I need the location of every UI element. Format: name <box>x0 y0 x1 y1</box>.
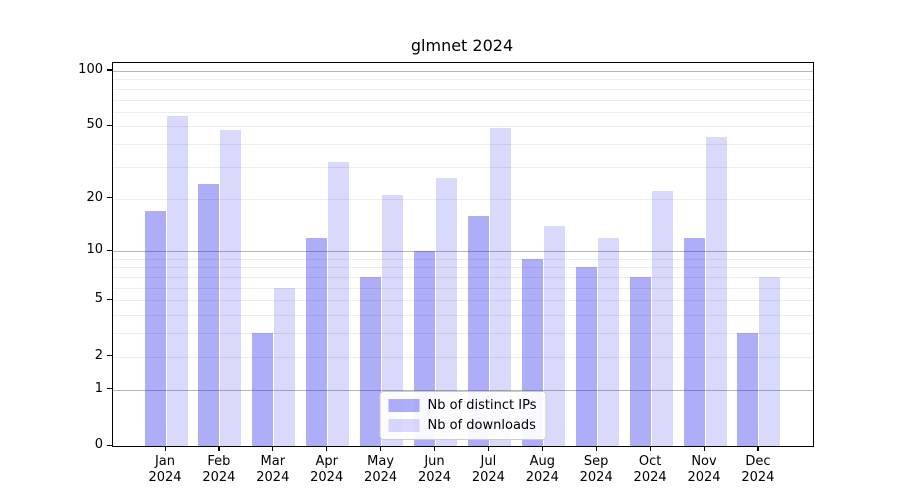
plot-area: Nb of distinct IPs Nb of downloads <box>112 62 814 447</box>
y-tick-label: 5 <box>94 291 103 307</box>
minor-gridline <box>113 287 813 289</box>
minor-gridline <box>113 111 813 113</box>
x-tick-label: Oct 2024 <box>633 454 667 485</box>
minor-gridline <box>113 144 813 146</box>
downloads-bar <box>759 276 781 446</box>
y-tick-label: 10 <box>86 242 103 258</box>
chart-title: glmnet 2024 <box>410 36 514 55</box>
x-tick-label: Feb 2024 <box>202 454 236 485</box>
downloads-bar <box>436 178 457 446</box>
x-tick-mark <box>757 446 759 451</box>
minor-gridline <box>113 258 813 260</box>
y-tick-mark <box>107 124 112 127</box>
minor-gridline <box>113 356 813 358</box>
ips-bar <box>144 211 166 446</box>
x-tick-label: Dec 2024 <box>741 454 775 485</box>
x-tick-mark <box>326 446 328 451</box>
minor-gridline <box>113 333 813 335</box>
x-tick-mark <box>434 446 436 451</box>
x-tick-mark <box>595 446 597 451</box>
x-tick-label: Jun 2024 <box>417 454 452 485</box>
legend-label-distinct-ips: Nb of distinct IPs <box>427 398 537 413</box>
y-tick-mark <box>107 298 112 301</box>
minor-gridline <box>113 126 813 128</box>
minor-gridline <box>113 79 813 81</box>
y-tick-mark <box>107 388 112 390</box>
x-tick-label: Apr 2024 <box>310 454 344 485</box>
ips-bar <box>306 237 328 446</box>
x-tick-label: Nov 2024 <box>687 454 721 485</box>
ips-bar <box>252 333 274 446</box>
major-gridline <box>113 389 813 391</box>
ips-bar <box>467 215 489 446</box>
ips-bar <box>198 184 220 446</box>
downloads-bar <box>166 115 188 446</box>
x-tick-mark <box>218 446 220 451</box>
minor-gridline <box>113 267 813 269</box>
y-tick-label: 1 <box>94 380 103 396</box>
downloads-bar <box>597 237 619 446</box>
x-tick-label: Jan 2024 <box>148 454 182 485</box>
downloads-bar <box>328 161 350 446</box>
minor-gridline <box>113 276 813 278</box>
y-tick-label: 100 <box>78 61 103 77</box>
y-tick-mark <box>107 197 112 199</box>
legend-item-distinct-ips: Nb of distinct IPs <box>388 398 537 413</box>
downloads-bar <box>382 194 404 446</box>
major-gridline <box>113 70 813 72</box>
downloads-bar <box>705 136 727 446</box>
legend-label-downloads: Nb of downloads <box>427 418 536 433</box>
y-tick-label: 0 <box>94 437 103 452</box>
y-tick-label: 50 <box>86 117 103 133</box>
downloads-bar <box>543 225 565 446</box>
x-tick-label: Jul 2024 <box>471 454 505 485</box>
legend: Nb of distinct IPs Nb of downloads <box>379 391 547 440</box>
x-tick-label: Aug 2024 <box>525 454 559 485</box>
major-gridline <box>113 251 813 253</box>
y-tick-mark <box>107 249 112 251</box>
x-tick-mark <box>272 446 274 451</box>
x-tick-mark <box>541 446 543 451</box>
ips-bar <box>360 276 382 446</box>
minor-gridline <box>113 88 813 90</box>
y-tick-mark <box>107 69 112 71</box>
legend-item-downloads: Nb of downloads <box>388 418 537 433</box>
x-tick-label: Mar 2024 <box>256 454 290 485</box>
x-tick-label: May 2024 <box>364 454 398 485</box>
x-tick-label: Sep 2024 <box>579 454 613 485</box>
minor-gridline <box>113 166 813 168</box>
ips-bar <box>683 237 705 446</box>
ips-bar <box>629 276 651 446</box>
minor-gridline <box>113 99 813 101</box>
minor-gridline <box>113 300 813 302</box>
y-tick-label: 20 <box>86 189 103 205</box>
legend-swatch-downloads <box>388 419 420 432</box>
x-tick-mark <box>487 446 490 451</box>
y-tick-mark <box>107 444 112 446</box>
downloads-bar <box>274 287 296 446</box>
y-tick-label: 2 <box>94 347 103 363</box>
minor-gridline <box>113 315 813 317</box>
downloads-bar <box>489 128 511 446</box>
downloads-bar <box>220 129 242 446</box>
x-tick-mark <box>649 446 651 451</box>
downloads-bar <box>651 191 673 446</box>
x-tick-mark <box>380 446 382 451</box>
legend-swatch-distinct-ips <box>388 399 420 412</box>
y-tick-mark <box>107 355 112 357</box>
x-tick-mark <box>703 446 705 451</box>
minor-gridline <box>113 198 813 200</box>
ips-bar <box>737 333 759 446</box>
ips-bar <box>575 267 597 446</box>
x-tick-mark <box>164 446 166 451</box>
